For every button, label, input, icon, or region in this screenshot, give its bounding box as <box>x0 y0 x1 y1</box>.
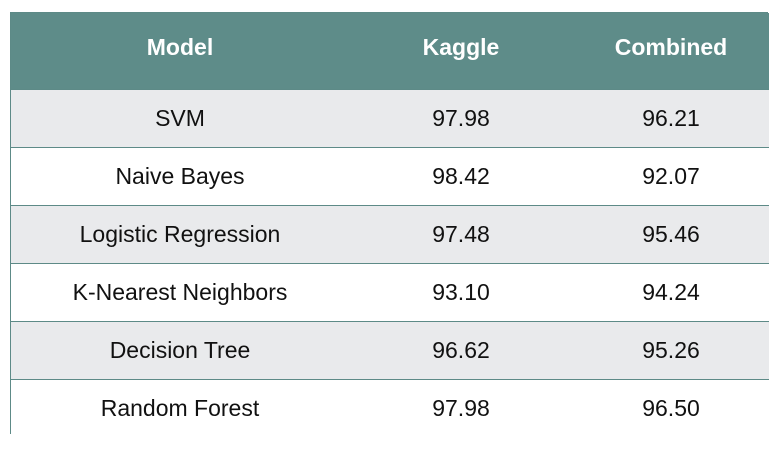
cell-kaggle: 97.48 <box>349 204 573 263</box>
table-row: K-Nearest Neighbors 93.10 94.24 <box>11 262 769 321</box>
cell-model: SVM <box>11 88 349 147</box>
cell-model: Random Forest <box>11 378 349 437</box>
cell-kaggle: 97.98 <box>349 378 573 437</box>
cell-kaggle: 96.62 <box>349 320 573 379</box>
table-row: Naive Bayes 98.42 92.07 <box>11 146 769 205</box>
header-kaggle: Kaggle <box>349 13 573 89</box>
cell-kaggle: 93.10 <box>349 262 573 321</box>
cell-combined: 92.07 <box>573 146 769 205</box>
cell-model: Naive Bayes <box>11 146 349 205</box>
cell-model: K-Nearest Neighbors <box>11 262 349 321</box>
cell-model: Decision Tree <box>11 320 349 379</box>
cell-combined: 95.46 <box>573 204 769 263</box>
header-combined: Combined <box>573 13 769 89</box>
cell-combined: 96.21 <box>573 88 769 147</box>
cell-combined: 96.50 <box>573 378 769 437</box>
results-table-container: Model Kaggle Combined SVM 97.98 96.21 Na… <box>10 12 769 437</box>
cell-combined: 94.24 <box>573 262 769 321</box>
table-body: SVM 97.98 96.21 Naive Bayes 98.42 92.07 … <box>11 88 769 437</box>
cell-kaggle: 98.42 <box>349 146 573 205</box>
header-row: Model Kaggle Combined <box>11 13 769 89</box>
table-row: Logistic Regression 97.48 95.46 <box>11 204 769 263</box>
cell-model: Logistic Regression <box>11 204 349 263</box>
table-row: Random Forest 97.98 96.50 <box>11 378 769 437</box>
table-row: SVM 97.98 96.21 <box>11 88 769 147</box>
header-model: Model <box>11 13 349 89</box>
table-header: Model Kaggle Combined <box>11 13 769 89</box>
table-row: Decision Tree 96.62 95.26 <box>11 320 769 379</box>
results-table: Model Kaggle Combined SVM 97.98 96.21 Na… <box>11 13 769 437</box>
cell-kaggle: 97.98 <box>349 88 573 147</box>
cell-combined: 95.26 <box>573 320 769 379</box>
